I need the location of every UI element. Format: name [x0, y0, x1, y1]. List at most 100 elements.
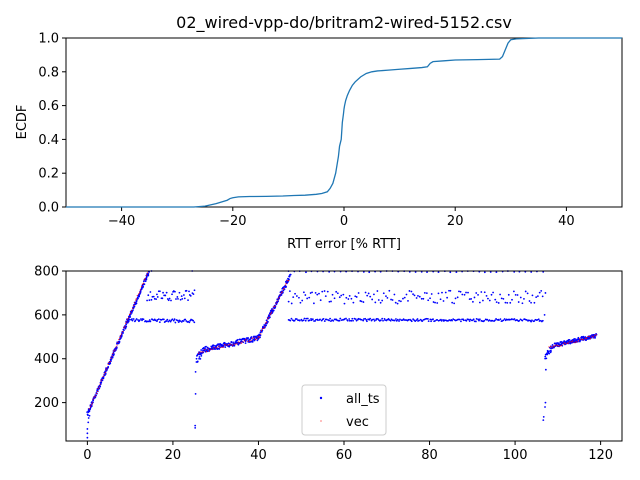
point-all_ts: [224, 346, 227, 349]
point-vec: [125, 322, 127, 324]
point-vec: [277, 298, 279, 300]
ecdf-y-tick-label: 0.4: [38, 133, 59, 148]
point-all_ts: [350, 297, 353, 300]
point-all_ts: [289, 273, 292, 276]
point-vec: [141, 286, 143, 288]
point-vec: [567, 342, 569, 344]
point-all_ts: [389, 319, 392, 322]
point-all_ts: [388, 319, 391, 321]
point-all_ts: [549, 351, 552, 354]
point-all_ts: [314, 320, 316, 322]
point-vec: [201, 351, 203, 353]
point-vec: [91, 402, 93, 404]
point-all_ts: [362, 319, 365, 322]
ecdf-x-tick-label: 40: [558, 214, 575, 229]
point-vec: [238, 341, 240, 343]
point-vec: [103, 373, 105, 375]
point-all_ts: [267, 321, 269, 323]
point-all_ts: [350, 319, 353, 322]
point-all_ts: [157, 318, 160, 321]
point-all_ts: [368, 271, 371, 274]
point-all_ts: [182, 320, 185, 322]
point-all_ts: [355, 296, 358, 298]
point-all_ts: [388, 289, 391, 292]
point-all_ts: [364, 291, 367, 294]
point-all_ts: [325, 318, 328, 321]
point-all_ts: [195, 357, 198, 360]
point-vec: [221, 347, 223, 348]
point-all_ts: [425, 292, 428, 295]
point-all_ts: [144, 280, 147, 283]
point-vec: [579, 338, 581, 340]
ecdf-x-tick-label: 0: [340, 214, 348, 229]
point-all_ts: [332, 320, 335, 322]
point-all_ts: [223, 344, 225, 347]
point-vec: [265, 322, 267, 324]
point-all_ts: [514, 293, 517, 296]
point-all_ts: [122, 332, 124, 334]
point-all_ts: [290, 317, 293, 320]
point-all_ts: [198, 356, 201, 358]
point-vec: [581, 338, 583, 340]
point-all_ts: [317, 319, 319, 322]
point-all_ts: [285, 285, 288, 288]
series-vec: [88, 272, 597, 410]
point-vec: [110, 357, 112, 359]
point-all_ts: [162, 318, 165, 321]
point-all_ts: [542, 415, 545, 418]
point-vec: [124, 326, 126, 328]
point-all_ts: [86, 428, 89, 430]
point-all_ts: [352, 301, 355, 304]
point-all_ts: [574, 338, 577, 341]
point-all_ts: [530, 320, 532, 323]
point-all_ts: [390, 318, 393, 321]
point-all_ts: [385, 295, 387, 297]
point-vec: [245, 339, 247, 341]
point-vec: [266, 318, 268, 320]
point-all_ts: [451, 319, 453, 322]
point-all_ts: [357, 317, 360, 320]
timeseries-x-tick-label: 0: [83, 448, 91, 463]
point-all_ts: [192, 293, 195, 296]
point-all_ts: [386, 296, 389, 299]
point-vec: [106, 367, 108, 369]
point-all_ts: [540, 289, 543, 292]
point-all_ts: [173, 318, 176, 321]
point-all_ts: [410, 320, 413, 323]
point-all_ts: [523, 297, 525, 300]
point-all_ts: [439, 298, 442, 301]
point-all_ts: [491, 319, 494, 322]
point-all_ts: [430, 293, 433, 295]
point-vec: [562, 343, 564, 345]
ecdf-series: [66, 37, 622, 208]
point-vec: [131, 310, 133, 312]
point-all_ts: [280, 294, 283, 296]
point-all_ts: [544, 401, 547, 404]
point-vec: [592, 336, 594, 338]
point-vec: [244, 340, 246, 342]
point-all_ts: [228, 345, 231, 348]
point-vec: [263, 328, 265, 330]
point-vec: [555, 344, 557, 346]
point-all_ts: [310, 317, 312, 320]
point-all_ts: [502, 297, 505, 300]
point-vec: [97, 388, 99, 390]
point-vec: [144, 278, 146, 280]
point-vec: [123, 327, 125, 329]
point-all_ts: [550, 350, 553, 352]
point-vec: [576, 341, 578, 343]
point-all_ts: [237, 343, 240, 346]
point-all_ts: [181, 297, 184, 300]
point-all_ts: [287, 278, 290, 281]
point-vec: [588, 336, 590, 338]
point-all_ts: [494, 298, 497, 301]
point-all_ts: [492, 291, 494, 294]
point-all_ts: [244, 340, 247, 343]
point-all_ts: [462, 319, 465, 322]
point-vec: [228, 343, 230, 345]
point-all_ts: [379, 319, 382, 322]
point-all_ts: [366, 320, 368, 323]
point-all_ts: [436, 319, 439, 321]
point-vec: [260, 333, 262, 335]
point-all_ts: [328, 319, 331, 322]
